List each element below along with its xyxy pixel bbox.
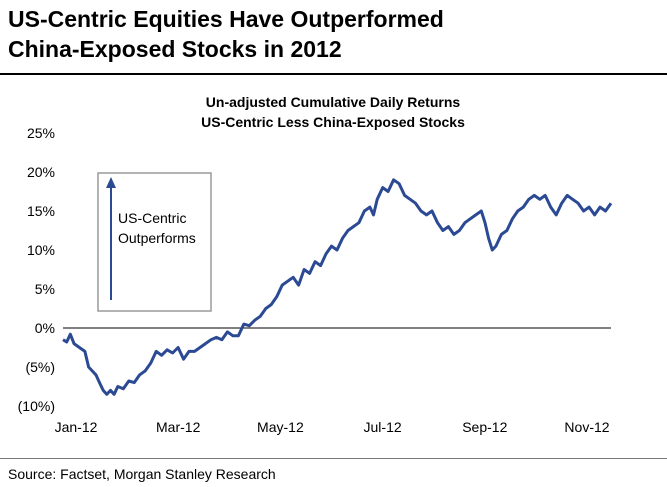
y-tick-label: 5%: [35, 281, 55, 297]
y-tick-label: 25%: [27, 125, 55, 141]
annotation-line-1: US-Centric: [118, 210, 186, 226]
y-tick-label: 10%: [27, 242, 55, 258]
x-tick-label: Nov-12: [564, 419, 609, 435]
y-axis-ticks: 25% 20% 15% 10% 5% 0% (5%) (10%): [18, 125, 55, 414]
x-tick-label: Jan-12: [55, 419, 98, 435]
y-tick-label: (5%): [25, 359, 55, 375]
headline: US-Centric Equities Have Outperformed Ch…: [8, 4, 648, 64]
y-tick-label: (10%): [18, 398, 55, 414]
headline-line-2: China-Exposed Stocks in 2012: [8, 36, 342, 62]
x-tick-label: Jul-12: [364, 419, 402, 435]
footer-divider: [0, 458, 667, 459]
y-tick-label: 0%: [35, 320, 55, 336]
x-axis-ticks: Jan-12 Mar-12 May-12 Jul-12 Sep-12 Nov-12: [55, 419, 610, 435]
arrow-head-icon: [106, 177, 116, 188]
annotation-line-2: Outperforms: [118, 230, 196, 246]
x-tick-label: Mar-12: [156, 419, 201, 435]
y-tick-label: 15%: [27, 203, 55, 219]
annotation-box: US-Centric Outperforms: [97, 172, 212, 312]
annotation-frame: [97, 172, 212, 312]
y-tick-label: 20%: [27, 164, 55, 180]
headline-divider: [0, 73, 667, 75]
chart-title: Un-adjusted Cumulative Daily Returns: [206, 94, 461, 110]
chart-subtitle: US-Centric Less China-Exposed Stocks: [201, 114, 465, 130]
series-line: [62, 178, 613, 396]
x-tick-label: May-12: [257, 419, 304, 435]
x-tick-label: Sep-12: [462, 419, 507, 435]
headline-line-1: US-Centric Equities Have Outperformed: [8, 6, 444, 32]
source-note: Source: Factset, Morgan Stanley Research: [8, 466, 276, 482]
